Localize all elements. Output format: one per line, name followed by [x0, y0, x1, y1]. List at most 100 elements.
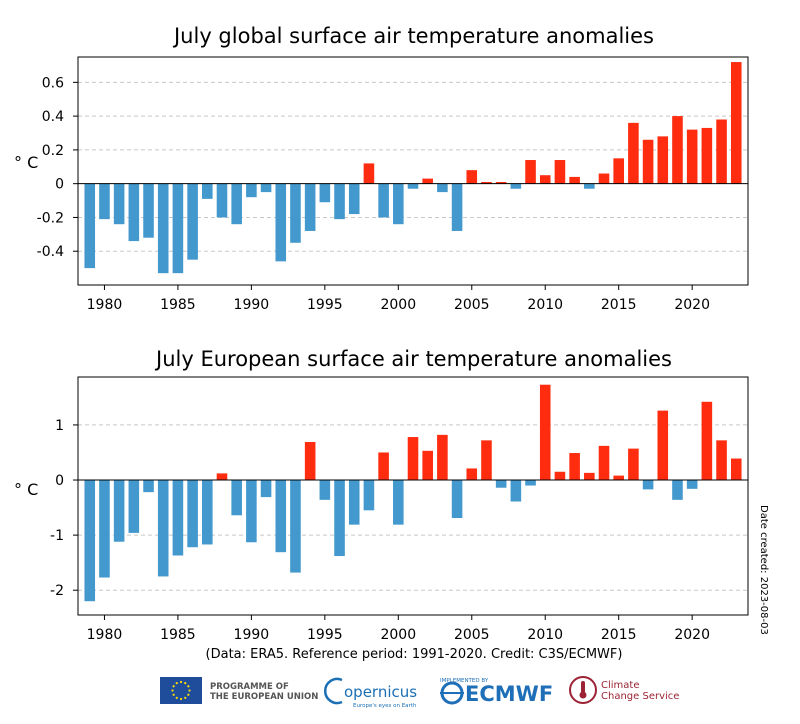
- europe-ytick-label: -1: [50, 528, 64, 544]
- europe-ytick-label: -2: [50, 583, 64, 599]
- europe-bar-1984: [157, 480, 169, 577]
- c3s-thermometer-bar-icon: [581, 681, 585, 693]
- eu-programme-line1: PROGRAMME OF: [210, 682, 289, 692]
- eu-star-icon: [187, 685, 190, 688]
- europe-bar-2021: [701, 401, 713, 481]
- global-ytick-label: 0: [55, 177, 64, 193]
- europe-bar-2002: [422, 450, 433, 481]
- global-bar-1997: [348, 183, 360, 215]
- europe-chart-xticks: 1980 1985 1990 1995 2000 2005 2010 2015 2020: [87, 615, 710, 643]
- eu-star-icon: [179, 697, 183, 701]
- europe-bar-2007: [495, 480, 507, 488]
- europe-xtick-label: 2010: [527, 627, 563, 643]
- europe-ytick-label: 1: [55, 418, 64, 434]
- europe-bar-1993: [290, 480, 301, 573]
- global-bar-2007: [495, 181, 507, 184]
- global-bar-1992: [275, 183, 287, 262]
- europe-bar-2011: [554, 471, 566, 481]
- europe-bar-1986: [187, 480, 198, 548]
- europe-bar-1998: [363, 480, 375, 511]
- global-bar-1983: [143, 183, 154, 238]
- global-chart: July global surface air temperature anom…: [14, 24, 749, 313]
- europe-xtick-label: 2000: [380, 627, 416, 643]
- c3s-line2: Change Service: [601, 691, 679, 702]
- data-credit-label: (Data: ERA5. Reference period: 1991-2020…: [206, 647, 623, 662]
- global-bar-1996: [334, 183, 345, 220]
- europe-bar-1989: [231, 480, 242, 516]
- eu-programme-line2: THE EUROPEAN UNION: [210, 692, 318, 702]
- global-chart-title: July global surface air temperature anom…: [172, 24, 654, 48]
- europe-bar-2022: [716, 440, 727, 481]
- global-bar-1982: [128, 183, 140, 242]
- europe-bar-1988: [216, 473, 228, 481]
- europe-bar-2015: [613, 475, 624, 481]
- europe-bar-2016: [628, 448, 639, 481]
- europe-xtick-label: 1990: [234, 627, 270, 643]
- europe-xtick-label: 1980: [87, 627, 123, 643]
- global-bar-2001: [407, 183, 419, 189]
- europe-bar-1981: [113, 480, 125, 542]
- global-bar-2008: [510, 183, 522, 189]
- global-xtick-label: 1990: [234, 297, 270, 313]
- europe-bar-2014: [598, 445, 610, 481]
- eu-star-icon: [179, 680, 183, 684]
- europe-xtick-label: 2020: [674, 627, 710, 643]
- europe-bar-1983: [143, 480, 154, 493]
- global-bar-1986: [187, 183, 198, 260]
- global-bar-1981: [113, 183, 125, 225]
- europe-chart-yticks: -2 -1 0 1: [50, 418, 78, 599]
- ecmwf-logo: IMPLEMENTED BY ECMWF: [440, 678, 553, 706]
- global-ytick-label: 0.2: [42, 143, 64, 159]
- global-bar-2005: [466, 170, 478, 184]
- europe-bar-1994: [304, 442, 316, 481]
- global-ytick-label: 0.6: [42, 75, 64, 91]
- europe-bar-1985: [172, 480, 184, 556]
- global-xtick-label: 2015: [601, 297, 637, 313]
- eu-star-icon: [175, 682, 178, 685]
- europe-xtick-label: 1985: [160, 627, 196, 643]
- europe-bar-2005: [466, 468, 478, 481]
- europe-chart-title: July European surface air temperature an…: [154, 347, 672, 371]
- global-bar-2015: [613, 158, 624, 184]
- copernicus-c-icon: [324, 677, 343, 705]
- global-bar-2018: [657, 136, 669, 184]
- global-xtick-label: 2000: [380, 297, 416, 313]
- europe-bar-1982: [128, 480, 140, 533]
- global-bar-2002: [422, 178, 433, 184]
- global-chart-ylabel: ° C: [14, 153, 38, 172]
- global-bar-1985: [172, 183, 184, 274]
- europe-bar-2013: [584, 472, 595, 481]
- c3s-logo: Climate Change Service: [569, 676, 679, 704]
- global-bar-2004: [451, 183, 463, 231]
- ecmwf-name: ECMWF: [465, 682, 553, 706]
- eu-stars-icon: [171, 680, 191, 701]
- global-bar-1988: [216, 183, 228, 218]
- europe-bar-2012: [569, 453, 580, 481]
- c3s-thermometer-bulb-icon: [579, 691, 587, 699]
- europe-bar-1992: [275, 480, 287, 553]
- global-bar-2000: [393, 183, 404, 225]
- global-bar-2009: [525, 160, 536, 184]
- europe-bar-1990: [246, 480, 257, 543]
- copernicus-name: opernicus: [344, 683, 417, 701]
- global-bar-2003: [437, 183, 448, 193]
- europe-chart-bars: [84, 384, 742, 602]
- global-chart-frame: [77, 56, 749, 286]
- ecmwf-implemented-by: IMPLEMENTED BY: [440, 678, 489, 684]
- global-chart-bars: [84, 62, 742, 274]
- global-bar-1993: [290, 183, 301, 243]
- c3s-line1: Climate: [601, 680, 639, 691]
- europe-bar-1987: [202, 480, 213, 545]
- global-xtick-label: 1980: [87, 297, 123, 313]
- global-bar-2010: [539, 175, 551, 184]
- europe-xtick-label: 2015: [601, 627, 637, 643]
- global-bar-1998: [363, 163, 375, 184]
- global-chart-yticks: -0.4 -0.2 0 0.2 0.4 0.6: [37, 75, 78, 260]
- global-bar-2019: [672, 116, 683, 184]
- europe-chart: July European surface air temperature an…: [14, 347, 749, 643]
- europe-bar-1997: [348, 480, 360, 525]
- global-bar-1995: [319, 183, 331, 203]
- global-bar-1989: [231, 183, 242, 225]
- europe-bar-2006: [481, 440, 492, 481]
